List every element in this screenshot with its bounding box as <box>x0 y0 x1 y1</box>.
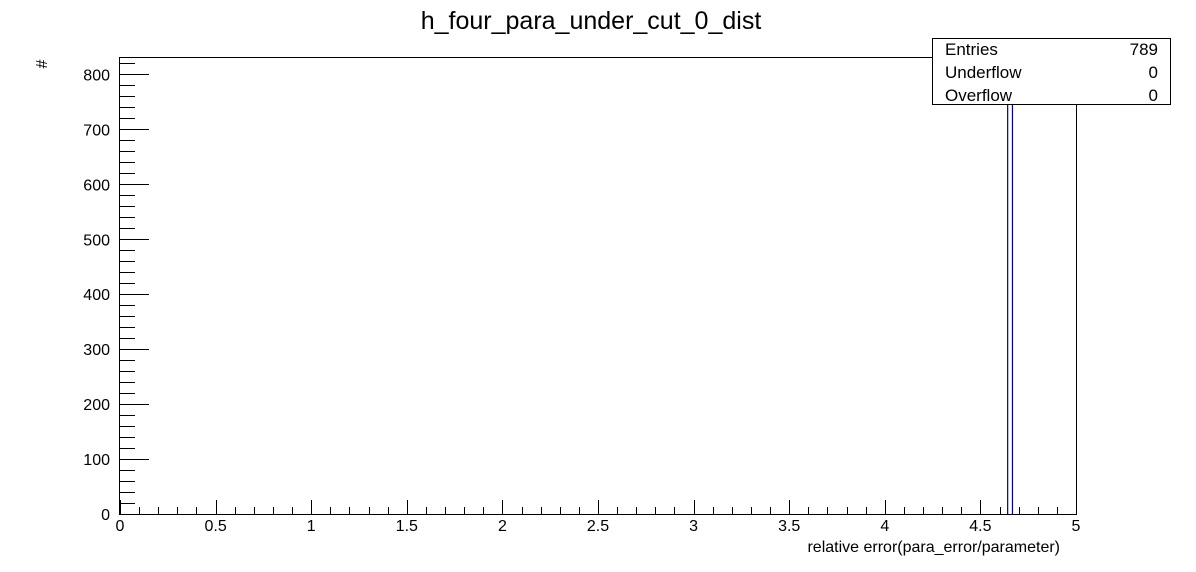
y-tick-label: 200 <box>83 397 110 414</box>
y-tick-label: 600 <box>83 177 110 194</box>
stats-row-overflow: Overflow 0 <box>933 85 1170 107</box>
x-tick-label: 2.5 <box>587 518 609 535</box>
stats-underflow-value: 0 <box>1148 63 1158 82</box>
statistics-box: Entries 789 Underflow 0 Overflow 0 <box>932 38 1171 105</box>
chart-title: h_four_para_under_cut_0_dist <box>421 7 762 35</box>
stats-overflow-value: 0 <box>1148 86 1158 105</box>
y-tick-label: 700 <box>83 122 110 139</box>
x-tick-label: 1 <box>307 518 316 535</box>
x-tick-label: 3.5 <box>778 518 800 535</box>
stats-row-entries: Entries 789 <box>933 39 1170 61</box>
y-tick-label: 0 <box>101 507 110 524</box>
stats-overflow-label: Overflow <box>945 86 1013 105</box>
y-axis: 0 100 200 300 400 500 600 700 800 <box>83 63 149 524</box>
x-axis: 0 0.5 1 1.5 2 2.5 3 3.5 4 4.5 5 <box>116 500 1081 535</box>
y-axis-label: # <box>34 59 51 68</box>
histogram-bin <box>1007 79 1014 514</box>
x-tick-label: 4.5 <box>969 518 991 535</box>
x-axis-label: relative error(para_error/parameter) <box>807 539 1060 556</box>
stats-entries-value: 789 <box>1129 40 1158 59</box>
x-tick-label: 1.5 <box>396 518 418 535</box>
stats-entries-label: Entries <box>945 40 998 59</box>
stats-underflow-label: Underflow <box>945 63 1022 82</box>
x-tick-label: 4 <box>880 518 889 535</box>
y-tick-label: 500 <box>83 232 110 249</box>
stats-row-underflow: Underflow 0 <box>933 62 1170 84</box>
y-tick-label: 400 <box>83 287 110 304</box>
x-tick-label: 0.5 <box>204 518 226 535</box>
x-tick-label: 2 <box>498 518 507 535</box>
y-tick-label: 300 <box>83 342 110 359</box>
y-tick-label: 800 <box>83 67 110 84</box>
y-tick-label: 100 <box>83 452 110 469</box>
x-tick-label: 0 <box>116 518 125 535</box>
x-tick-label: 5 <box>1072 518 1081 535</box>
histogram-bins <box>1007 79 1014 514</box>
x-tick-label: 3 <box>689 518 698 535</box>
plot-frame <box>119 57 1077 515</box>
